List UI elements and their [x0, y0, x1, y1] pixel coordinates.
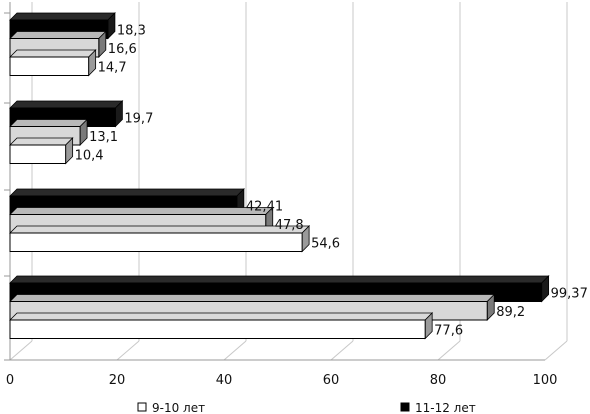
data-label: 18,3	[117, 23, 146, 38]
data-label: 16,6	[108, 42, 137, 57]
x-tick-label: 40	[216, 373, 233, 388]
legend-item: 11-12 лет	[400, 401, 476, 414]
bar-top-face	[9, 12, 116, 21]
legend-swatch	[400, 402, 410, 412]
data-label: 77,6	[434, 323, 463, 338]
bars-layer	[9, 12, 550, 340]
bar	[9, 56, 90, 76]
data-label: 13,1	[89, 130, 118, 145]
x-tick-label: 80	[430, 373, 447, 388]
x-tick-label: 0	[6, 373, 14, 388]
data-labels-layer: 18,3 16,6 14,7 19,7 13,1 10,4 42,41 47,8 54,6 99,…	[75, 23, 588, 338]
floor-gridline	[9, 340, 33, 361]
legend-label: 9-10 лет	[152, 401, 205, 414]
legend-swatch	[137, 402, 147, 412]
bar-top-face	[9, 137, 74, 146]
x-axis-ticks: 0 20 40 60 80 100	[6, 373, 558, 388]
bar-top-face	[9, 188, 245, 197]
data-label: 54,6	[311, 236, 340, 251]
data-label: 10,4	[75, 148, 104, 163]
bar	[9, 319, 426, 339]
data-label: 19,7	[124, 111, 153, 126]
data-label: 14,7	[98, 60, 127, 75]
bar-top-face	[9, 49, 97, 58]
floor-gridline	[437, 340, 461, 361]
x-tick-label: 20	[109, 373, 126, 388]
bar-top-face	[9, 119, 89, 127]
bar-top-face	[9, 225, 311, 234]
data-label: 42,41	[246, 199, 283, 214]
legend-item: 9-10 лет	[137, 401, 205, 414]
data-label: 99,37	[551, 286, 588, 301]
floor-gridline	[330, 340, 354, 361]
bar-top-face	[9, 294, 496, 302]
x-tick-label: 60	[323, 373, 340, 388]
floor-gridline	[544, 340, 568, 361]
legend: 9-10 лет 11-12 лет	[137, 401, 476, 414]
floor-gridline	[223, 340, 247, 361]
bar-top-face	[9, 100, 124, 109]
bar-top-face	[9, 275, 550, 284]
x-tick-label: 100	[533, 373, 558, 388]
bar-top-face	[9, 207, 274, 215]
bar	[9, 144, 67, 164]
legend-label: 11-12 лет	[415, 401, 476, 414]
bar-top-face	[9, 31, 107, 39]
data-label: 89,2	[496, 305, 525, 320]
bar-top-face	[9, 312, 434, 321]
floor-gridline	[116, 340, 140, 361]
bar	[9, 232, 303, 252]
data-label: 47,8	[275, 218, 304, 233]
